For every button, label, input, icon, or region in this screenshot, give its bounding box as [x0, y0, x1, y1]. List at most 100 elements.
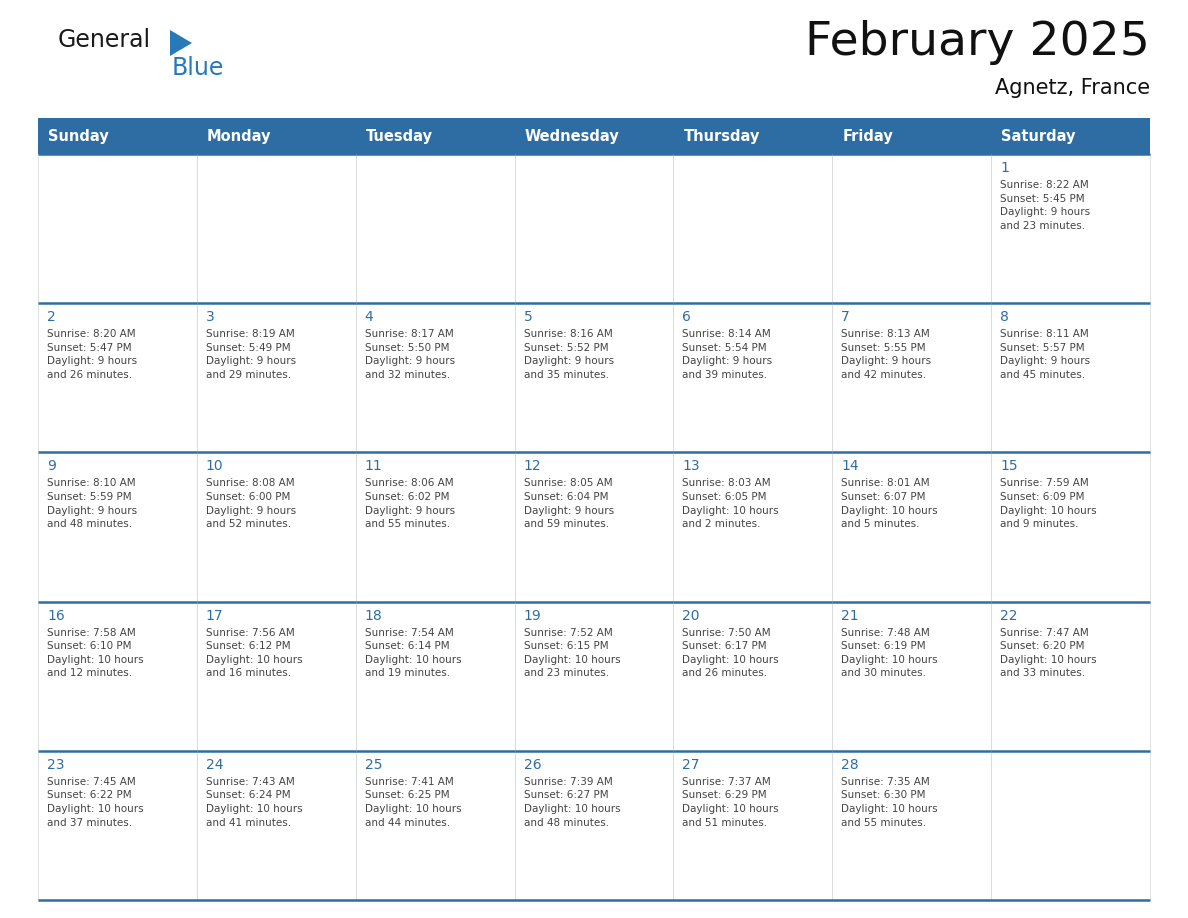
Text: General: General [58, 28, 151, 52]
Bar [674, 453, 833, 601]
Bar [674, 303, 833, 453]
Text: Sunrise: 8:19 AM
Sunset: 5:49 PM
Daylight: 9 hours
and 29 minutes.: Sunrise: 8:19 AM Sunset: 5:49 PM Dayligh… [206, 330, 296, 380]
Text: 6: 6 [682, 310, 691, 324]
Bar [833, 453, 991, 601]
Text: 17: 17 [206, 609, 223, 622]
Bar [514, 154, 674, 303]
Text: Sunrise: 7:39 AM
Sunset: 6:27 PM
Daylight: 10 hours
and 48 minutes.: Sunrise: 7:39 AM Sunset: 6:27 PM Dayligh… [524, 777, 620, 828]
Bar [833, 751, 991, 900]
Bar [514, 118, 674, 154]
Bar [991, 601, 1150, 751]
Text: 16: 16 [48, 609, 65, 622]
Bar [355, 751, 514, 900]
Text: Sunrise: 8:22 AM
Sunset: 5:45 PM
Daylight: 9 hours
and 23 minutes.: Sunrise: 8:22 AM Sunset: 5:45 PM Dayligh… [1000, 180, 1091, 230]
Text: Sunrise: 8:16 AM
Sunset: 5:52 PM
Daylight: 9 hours
and 35 minutes.: Sunrise: 8:16 AM Sunset: 5:52 PM Dayligh… [524, 330, 614, 380]
Text: Monday: Monday [207, 129, 271, 143]
Text: Sunrise: 7:45 AM
Sunset: 6:22 PM
Daylight: 10 hours
and 37 minutes.: Sunrise: 7:45 AM Sunset: 6:22 PM Dayligh… [48, 777, 144, 828]
Text: Sunrise: 7:50 AM
Sunset: 6:17 PM
Daylight: 10 hours
and 26 minutes.: Sunrise: 7:50 AM Sunset: 6:17 PM Dayligh… [682, 628, 779, 678]
Text: 19: 19 [524, 609, 542, 622]
Bar [355, 303, 514, 453]
Text: 18: 18 [365, 609, 383, 622]
Text: 9: 9 [48, 459, 56, 474]
Text: 10: 10 [206, 459, 223, 474]
Text: 21: 21 [841, 609, 859, 622]
Text: 13: 13 [682, 459, 700, 474]
Bar [38, 303, 197, 453]
Text: Sunrise: 8:20 AM
Sunset: 5:47 PM
Daylight: 9 hours
and 26 minutes.: Sunrise: 8:20 AM Sunset: 5:47 PM Dayligh… [48, 330, 137, 380]
Bar [991, 453, 1150, 601]
Bar [833, 154, 991, 303]
Text: Tuesday: Tuesday [366, 129, 432, 143]
Bar [355, 154, 514, 303]
Bar [833, 601, 991, 751]
Text: Sunrise: 8:01 AM
Sunset: 6:07 PM
Daylight: 10 hours
and 5 minutes.: Sunrise: 8:01 AM Sunset: 6:07 PM Dayligh… [841, 478, 937, 529]
Text: 7: 7 [841, 310, 851, 324]
Text: 4: 4 [365, 310, 373, 324]
Text: Sunrise: 8:10 AM
Sunset: 5:59 PM
Daylight: 9 hours
and 48 minutes.: Sunrise: 8:10 AM Sunset: 5:59 PM Dayligh… [48, 478, 137, 529]
Text: Sunrise: 8:03 AM
Sunset: 6:05 PM
Daylight: 10 hours
and 2 minutes.: Sunrise: 8:03 AM Sunset: 6:05 PM Dayligh… [682, 478, 779, 529]
Bar [38, 751, 197, 900]
Text: February 2025: February 2025 [805, 20, 1150, 65]
Bar [674, 154, 833, 303]
Text: Sunrise: 8:05 AM
Sunset: 6:04 PM
Daylight: 9 hours
and 59 minutes.: Sunrise: 8:05 AM Sunset: 6:04 PM Dayligh… [524, 478, 614, 529]
Bar [38, 453, 197, 601]
Bar [197, 154, 355, 303]
Text: 3: 3 [206, 310, 215, 324]
Text: Blue: Blue [172, 56, 225, 80]
Bar [674, 118, 833, 154]
Bar [991, 751, 1150, 900]
Bar [197, 751, 355, 900]
Bar [38, 154, 197, 303]
Text: Wednesday: Wednesday [525, 129, 619, 143]
Bar [991, 303, 1150, 453]
Text: 2: 2 [48, 310, 56, 324]
Bar [514, 303, 674, 453]
Bar [514, 751, 674, 900]
Text: 1: 1 [1000, 161, 1009, 175]
Text: 11: 11 [365, 459, 383, 474]
Text: Sunrise: 7:37 AM
Sunset: 6:29 PM
Daylight: 10 hours
and 51 minutes.: Sunrise: 7:37 AM Sunset: 6:29 PM Dayligh… [682, 777, 779, 828]
Text: Sunrise: 7:35 AM
Sunset: 6:30 PM
Daylight: 10 hours
and 55 minutes.: Sunrise: 7:35 AM Sunset: 6:30 PM Dayligh… [841, 777, 937, 828]
Text: Sunrise: 8:11 AM
Sunset: 5:57 PM
Daylight: 9 hours
and 45 minutes.: Sunrise: 8:11 AM Sunset: 5:57 PM Dayligh… [1000, 330, 1091, 380]
Polygon shape [170, 30, 192, 56]
Bar [197, 601, 355, 751]
Bar [355, 453, 514, 601]
Text: 22: 22 [1000, 609, 1018, 622]
Text: 14: 14 [841, 459, 859, 474]
Text: 15: 15 [1000, 459, 1018, 474]
Bar [833, 303, 991, 453]
Text: Friday: Friday [842, 129, 893, 143]
Text: Sunrise: 7:58 AM
Sunset: 6:10 PM
Daylight: 10 hours
and 12 minutes.: Sunrise: 7:58 AM Sunset: 6:10 PM Dayligh… [48, 628, 144, 678]
Bar [38, 118, 197, 154]
Text: Sunrise: 7:52 AM
Sunset: 6:15 PM
Daylight: 10 hours
and 23 minutes.: Sunrise: 7:52 AM Sunset: 6:15 PM Dayligh… [524, 628, 620, 678]
Text: Sunrise: 8:14 AM
Sunset: 5:54 PM
Daylight: 9 hours
and 39 minutes.: Sunrise: 8:14 AM Sunset: 5:54 PM Dayligh… [682, 330, 772, 380]
Bar [355, 118, 514, 154]
Bar [38, 601, 197, 751]
Text: Agnetz, France: Agnetz, France [994, 78, 1150, 98]
Text: 28: 28 [841, 757, 859, 772]
Text: Sunday: Sunday [48, 129, 109, 143]
Bar [355, 601, 514, 751]
Bar [991, 118, 1150, 154]
Text: Sunrise: 8:17 AM
Sunset: 5:50 PM
Daylight: 9 hours
and 32 minutes.: Sunrise: 8:17 AM Sunset: 5:50 PM Dayligh… [365, 330, 455, 380]
Text: Thursday: Thursday [683, 129, 760, 143]
Text: Sunrise: 7:54 AM
Sunset: 6:14 PM
Daylight: 10 hours
and 19 minutes.: Sunrise: 7:54 AM Sunset: 6:14 PM Dayligh… [365, 628, 461, 678]
Text: 23: 23 [48, 757, 64, 772]
Text: Sunrise: 7:47 AM
Sunset: 6:20 PM
Daylight: 10 hours
and 33 minutes.: Sunrise: 7:47 AM Sunset: 6:20 PM Dayligh… [1000, 628, 1097, 678]
Text: 8: 8 [1000, 310, 1009, 324]
Bar [674, 601, 833, 751]
Text: 12: 12 [524, 459, 542, 474]
Text: 5: 5 [524, 310, 532, 324]
Bar [197, 118, 355, 154]
Bar [197, 303, 355, 453]
Bar [197, 453, 355, 601]
Bar [991, 154, 1150, 303]
Text: Sunrise: 7:43 AM
Sunset: 6:24 PM
Daylight: 10 hours
and 41 minutes.: Sunrise: 7:43 AM Sunset: 6:24 PM Dayligh… [206, 777, 303, 828]
Text: Sunrise: 8:13 AM
Sunset: 5:55 PM
Daylight: 9 hours
and 42 minutes.: Sunrise: 8:13 AM Sunset: 5:55 PM Dayligh… [841, 330, 931, 380]
Text: 24: 24 [206, 757, 223, 772]
Bar [514, 601, 674, 751]
Text: Saturday: Saturday [1001, 129, 1075, 143]
Text: 25: 25 [365, 757, 383, 772]
Bar [514, 453, 674, 601]
Text: Sunrise: 7:48 AM
Sunset: 6:19 PM
Daylight: 10 hours
and 30 minutes.: Sunrise: 7:48 AM Sunset: 6:19 PM Dayligh… [841, 628, 937, 678]
